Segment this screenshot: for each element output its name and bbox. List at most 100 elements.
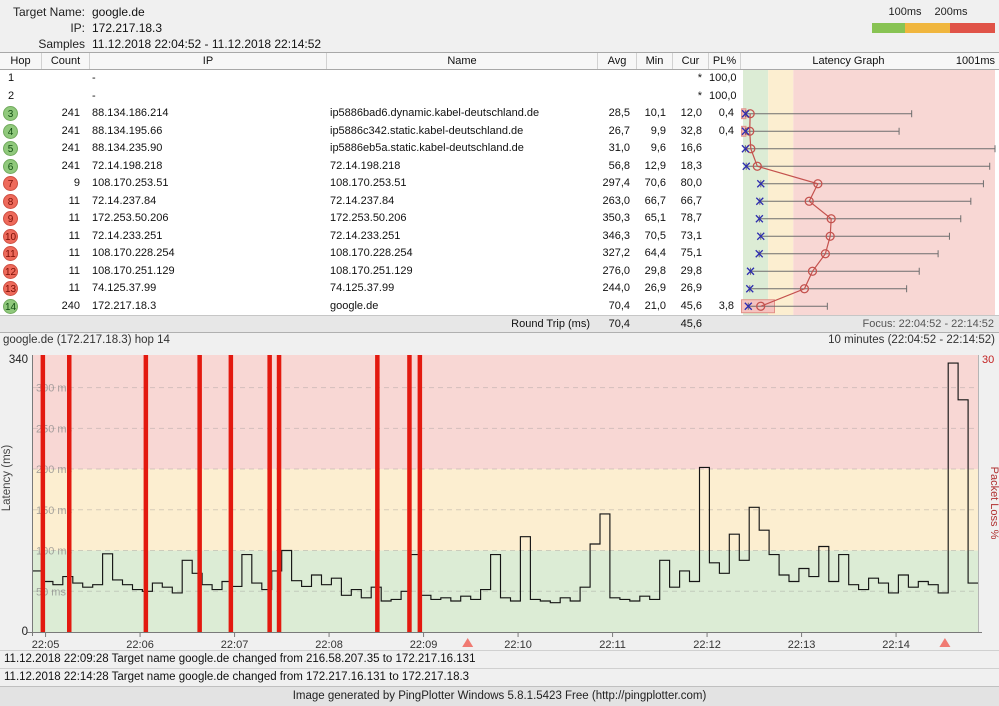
col-header-count[interactable]: Count [42, 53, 90, 69]
hop-status-circle: 7 [3, 176, 18, 191]
zone-red [33, 355, 978, 469]
ip-cell: 72.14.233.251 [90, 228, 327, 246]
count-cell [42, 88, 90, 106]
hop-status-circle: 4 [3, 124, 18, 139]
min-cell: 9,9 [637, 123, 673, 141]
ip-cell: 108.170.228.254 [90, 245, 327, 263]
hop-status-circle: 14 [3, 299, 18, 314]
zone-green [743, 70, 768, 315]
pl-cell: 100,0 [709, 70, 741, 88]
pl-cell [709, 245, 741, 263]
name-cell: 108.170.228.254 [327, 245, 598, 263]
hop-cell: 10 [0, 228, 42, 246]
packet-loss-bar [267, 355, 272, 632]
name-cell: 72.14.237.84 [327, 193, 598, 211]
cur-cell: 78,7 [673, 210, 709, 228]
gridline-label: 50 ms [36, 586, 66, 598]
name-cell: 172.253.50.206 [327, 210, 598, 228]
trace-table: Hop Count IP Name Avg Min Cur PL% Latenc… [0, 52, 999, 333]
event-log-line[interactable]: 11.12.2018 22:09:28 Target name google.d… [0, 650, 999, 668]
table-header-row[interactable]: Hop Count IP Name Avg Min Cur PL% Latenc… [0, 52, 999, 70]
avg-cell: 263,0 [598, 193, 637, 211]
timeline-chart[interactable]: 50 ms100 ms150 ms200 ms250 ms300 ms3400L… [0, 333, 999, 650]
ip-cell: 72.14.237.84 [90, 193, 327, 211]
ip-cell: 88.134.235.90 [90, 140, 327, 158]
latency-scale-max-label: 1001ms [956, 53, 995, 69]
hop-latency-graph[interactable] [741, 70, 999, 315]
min-cell: 64,4 [637, 245, 673, 263]
cur-cell: 32,8 [673, 123, 709, 141]
name-cell: 72.14.198.218 [327, 158, 598, 176]
round-trip-avg: 70,4 [598, 316, 637, 332]
count-cell: 11 [42, 245, 90, 263]
count-cell: 9 [42, 175, 90, 193]
x-tick-label: 22:13 [788, 639, 816, 650]
avg-cell: 28,5 [598, 105, 637, 123]
col-header-pl[interactable]: PL% [709, 53, 741, 69]
hop-cell: 3 [0, 105, 42, 123]
hop-rows: 1-*100,02-*100,0324188.134.186.214ip5886… [0, 70, 999, 315]
pl-cell [709, 280, 741, 298]
legend-gradient-bar [872, 23, 995, 33]
generator-footer-text: Image generated by PingPlotter Windows 5… [293, 690, 707, 702]
hop-status-circle: 11 [3, 246, 18, 261]
ip-cell: 108.170.251.129 [90, 263, 327, 281]
count-cell: 11 [42, 210, 90, 228]
avg-cell: 26,7 [598, 123, 637, 141]
pl-cell [709, 193, 741, 211]
count-cell: 11 [42, 228, 90, 246]
pl-cell [709, 210, 741, 228]
focus-range-label[interactable]: Focus: 22:04:52 - 22:14:52 [741, 316, 999, 332]
cur-cell: 18,3 [673, 158, 709, 176]
cur-cell: 12,0 [673, 105, 709, 123]
latency-legend: 100ms 200ms [862, 6, 996, 40]
min-cell: 29,8 [637, 263, 673, 281]
y2-axis-title: Packet Loss % [988, 467, 999, 540]
col-header-name[interactable]: Name [327, 53, 598, 69]
pl-cell [709, 140, 741, 158]
x-tick-label: 22:09 [410, 639, 438, 650]
packet-loss-bar [41, 355, 46, 632]
hop-status-circle: 3 [3, 106, 18, 121]
hop-cell: 1 [0, 70, 42, 88]
name-cell: ip5886c342.static.kabel-deutschland.de [327, 123, 598, 141]
name-cell: ip5886bad6.dynamic.kabel-deutschland.de [327, 105, 598, 123]
cur-cell: * [673, 70, 709, 88]
name-cell: 74.125.37.99 [327, 280, 598, 298]
hop-cell: 2 [0, 88, 42, 106]
hop-cell: 6 [0, 158, 42, 176]
avg-cell: 350,3 [598, 210, 637, 228]
min-cell [637, 70, 673, 88]
col-header-hop[interactable]: Hop [0, 53, 42, 69]
ip-cell: 88.134.195.66 [90, 123, 327, 141]
legend-red-segment [950, 23, 995, 33]
col-header-avg[interactable]: Avg [598, 53, 637, 69]
cur-cell: 26,9 [673, 280, 709, 298]
avg-cell: 346,3 [598, 228, 637, 246]
x-tick-label: 22:10 [504, 639, 532, 650]
avg-cell: 56,8 [598, 158, 637, 176]
y-max-label: 340 [9, 354, 28, 366]
hop-cell: 12 [0, 263, 42, 281]
target-name-value[interactable]: google.de [92, 4, 145, 20]
col-header-cur[interactable]: Cur [673, 53, 709, 69]
min-cell: 12,9 [637, 158, 673, 176]
hop-status-circle: 5 [3, 141, 18, 156]
count-cell: 241 [42, 140, 90, 158]
col-header-latency-graph[interactable]: Latency Graph 1001ms [741, 53, 999, 69]
pl-cell: 100,0 [709, 88, 741, 106]
min-cell: 10,1 [637, 105, 673, 123]
x-tick-label: 22:08 [315, 639, 343, 650]
col-header-ip[interactable]: IP [90, 53, 327, 69]
min-cell: 66,7 [637, 193, 673, 211]
hop-cell: 9 [0, 210, 42, 228]
count-cell: 241 [42, 105, 90, 123]
col-header-min[interactable]: Min [637, 53, 673, 69]
target-name-row: Target Name: google.de [0, 4, 999, 20]
event-log-line[interactable]: 11.12.2018 22:14:28 Target name google.d… [0, 668, 999, 686]
zone-yellow [768, 70, 793, 315]
hop-number: 2 [3, 88, 19, 106]
name-cell: 108.170.253.51 [327, 175, 598, 193]
hop-cell: 7 [0, 175, 42, 193]
y2-max-label: 30 [982, 354, 994, 366]
